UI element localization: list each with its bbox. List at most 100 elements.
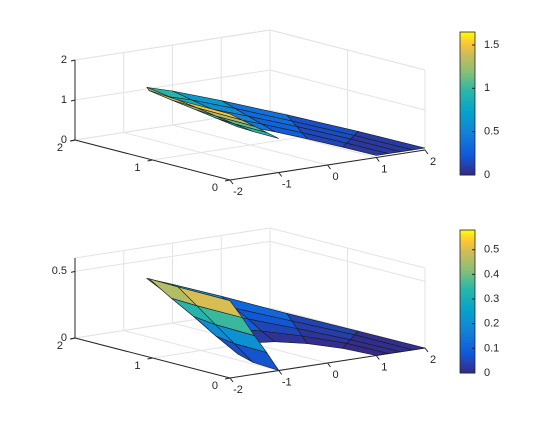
colorbar-band bbox=[460, 82, 475, 85]
colorbar-band bbox=[460, 127, 475, 131]
z-tick-label: 0.5 bbox=[52, 265, 67, 277]
surface-patch bbox=[342, 343, 389, 356]
colorbar-band bbox=[460, 170, 475, 174]
colorbar-band bbox=[460, 296, 475, 300]
x-tick bbox=[278, 172, 283, 177]
colorbar-band bbox=[460, 158, 475, 162]
colorbar-band bbox=[460, 122, 475, 126]
colorbar-band bbox=[460, 51, 475, 54]
colorbar-band bbox=[460, 272, 475, 276]
colorbar-band bbox=[460, 365, 475, 369]
grid-line bbox=[269, 69, 426, 111]
z-tick-label: 1 bbox=[61, 94, 67, 106]
colorbar-band bbox=[460, 172, 475, 176]
colorbar-band bbox=[460, 115, 475, 119]
colorbar-band bbox=[460, 284, 475, 288]
colorbar-band bbox=[460, 48, 475, 52]
colorbar-band bbox=[460, 89, 475, 93]
z-tick-label: 0 bbox=[61, 134, 67, 146]
colorbar-band bbox=[460, 163, 475, 166]
colorbar-band bbox=[460, 358, 475, 362]
x-tick-label: -1 bbox=[282, 178, 292, 190]
surface-patch bbox=[177, 99, 243, 121]
colorbar-band bbox=[460, 282, 475, 286]
colorbar-tick-label: 0.2 bbox=[484, 318, 499, 330]
colorbar-tick-label: 0 bbox=[484, 169, 490, 181]
colorbar-band bbox=[460, 315, 475, 319]
colorbar-band bbox=[460, 79, 475, 83]
colorbar-band bbox=[460, 308, 475, 312]
colorbar-band bbox=[460, 120, 475, 124]
colorbar-band bbox=[460, 337, 475, 341]
x-tick-label: 1 bbox=[381, 361, 387, 373]
colorbar-band bbox=[460, 332, 475, 336]
colorbar-band bbox=[460, 101, 475, 104]
x-tick-label: -2 bbox=[233, 186, 243, 198]
colorbar-band bbox=[460, 249, 475, 252]
colorbar-band bbox=[460, 318, 475, 322]
colorbar-band bbox=[460, 253, 475, 257]
x-tick bbox=[327, 362, 331, 368]
colorbar-band bbox=[460, 330, 475, 333]
colorbar-band bbox=[460, 306, 475, 310]
colorbar-band bbox=[460, 144, 475, 147]
colorbar-band bbox=[460, 58, 475, 62]
colorbar-band bbox=[460, 260, 475, 264]
colorbar-band bbox=[460, 349, 475, 353]
y-tick-label: 1 bbox=[134, 162, 140, 174]
colorbar-band bbox=[460, 342, 475, 345]
colorbar-band bbox=[460, 84, 475, 88]
colorbar-band bbox=[460, 146, 475, 150]
colorbar-band bbox=[460, 32, 475, 35]
x-tick-label: 0 bbox=[332, 369, 338, 381]
y-tick-label: 2 bbox=[57, 340, 63, 352]
y-tick-label: 0 bbox=[212, 380, 218, 392]
x-tick bbox=[424, 347, 429, 353]
colorbar-band bbox=[460, 139, 475, 143]
colorbar-band bbox=[460, 91, 475, 95]
surface-patch bbox=[177, 286, 243, 319]
colorbar-band bbox=[460, 287, 475, 291]
colorbar-band bbox=[460, 167, 475, 171]
colorbar-band bbox=[460, 334, 475, 338]
colorbar-band bbox=[460, 155, 475, 159]
colorbar-band bbox=[460, 303, 475, 307]
x-tick bbox=[327, 164, 331, 170]
colorbar-band bbox=[460, 325, 475, 329]
colorbar-band bbox=[460, 96, 475, 100]
colorbar-band bbox=[460, 313, 475, 317]
colorbar-band bbox=[460, 344, 475, 348]
colorbar-band bbox=[460, 153, 475, 157]
colorbar-band bbox=[460, 136, 475, 140]
colorbar-band bbox=[460, 117, 475, 121]
colorbar-band bbox=[460, 291, 475, 295]
colorbar-band bbox=[460, 62, 475, 66]
x-tick-label: 2 bbox=[430, 156, 436, 168]
colorbar-band bbox=[460, 60, 475, 64]
z-tick bbox=[70, 99, 76, 102]
x-tick bbox=[229, 179, 234, 185]
colorbar-band bbox=[460, 275, 475, 279]
colorbar-band bbox=[460, 124, 475, 128]
colorbar-band bbox=[460, 363, 475, 367]
colorbar-band bbox=[460, 160, 475, 164]
colorbar-tick-label: 0.4 bbox=[484, 268, 499, 280]
colorbar-band bbox=[460, 230, 475, 233]
colorbar-band bbox=[460, 232, 475, 236]
y-tick bbox=[147, 159, 153, 162]
colorbar-band bbox=[460, 41, 475, 45]
y-tick bbox=[224, 179, 231, 182]
colorbar-band bbox=[460, 74, 475, 78]
colorbar-band bbox=[460, 132, 475, 135]
x-tick-label: -1 bbox=[282, 376, 292, 388]
colorbar-band bbox=[460, 65, 475, 69]
colorbar-band bbox=[460, 241, 475, 245]
x-tick bbox=[278, 370, 283, 375]
colorbar-band bbox=[460, 39, 475, 43]
colorbar-tick-label: 0.1 bbox=[484, 342, 499, 354]
colorbar-band bbox=[460, 93, 475, 97]
colorbar-band bbox=[460, 98, 475, 102]
colorbar-band bbox=[460, 43, 475, 47]
z-tick bbox=[70, 337, 76, 340]
